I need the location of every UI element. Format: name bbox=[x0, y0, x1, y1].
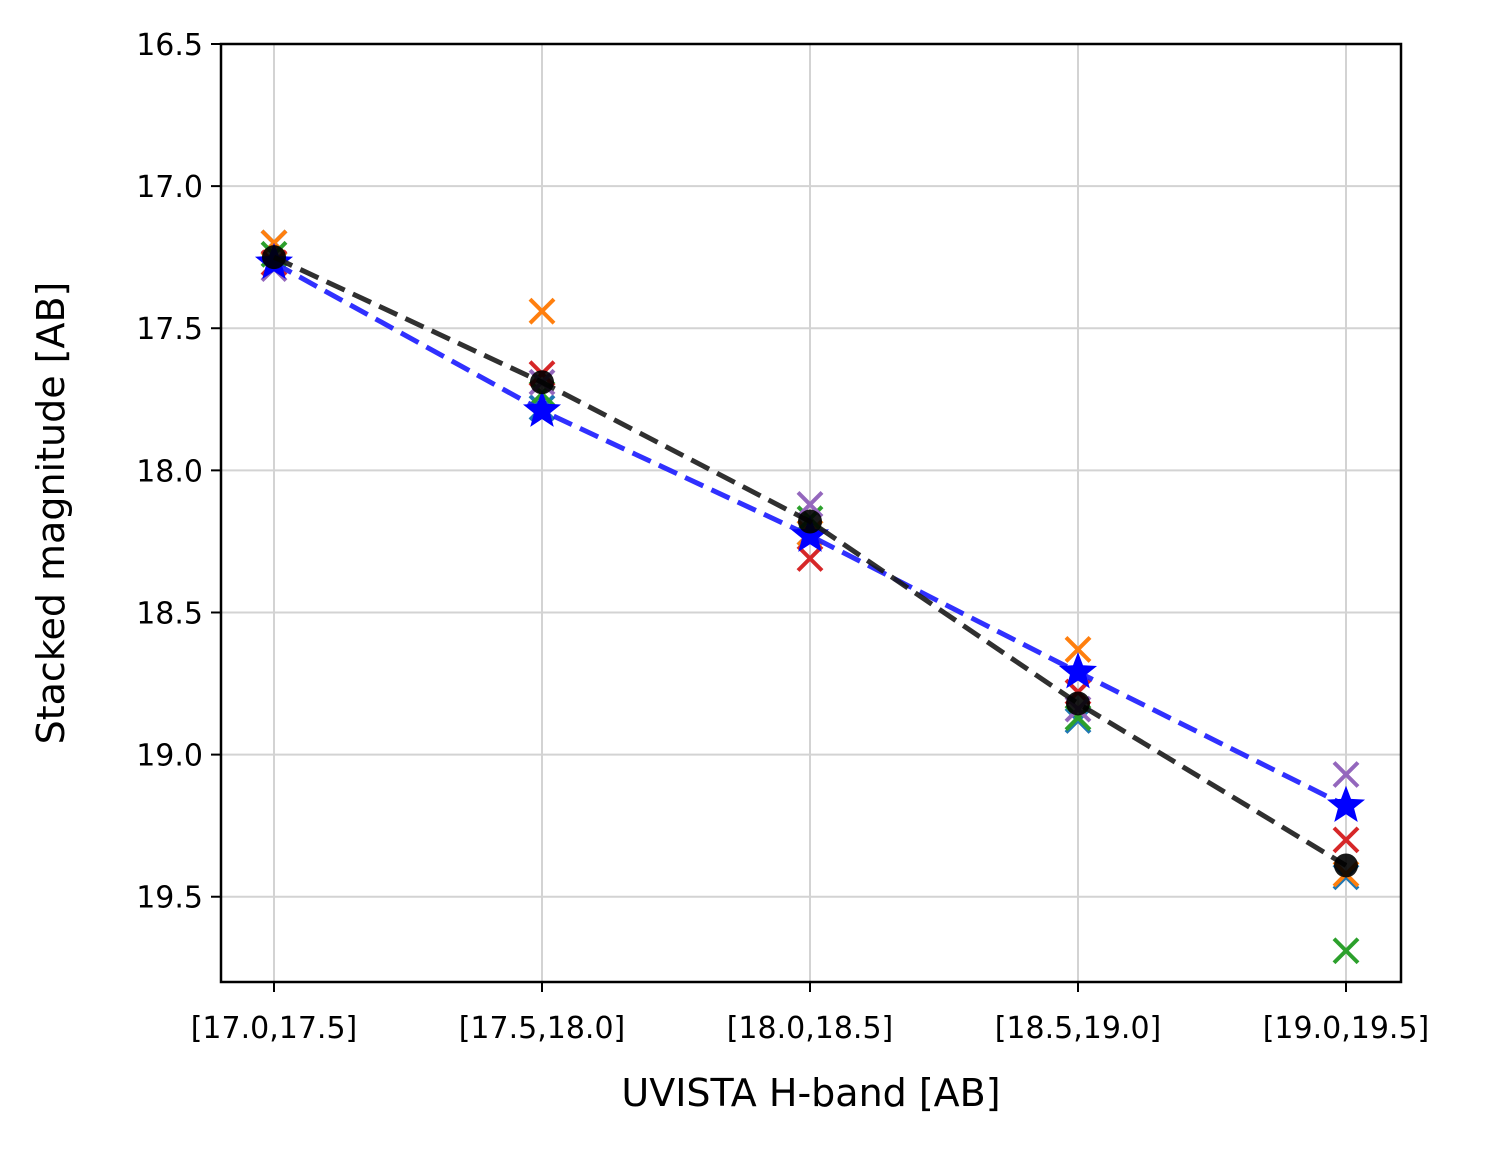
ticks: [17.0,17.5] [17.5,18.0] [18.0,18.5] [18.5,1… bbox=[136, 28, 1429, 1046]
circle-marker-point bbox=[262, 245, 286, 270]
y-tick-label: 17.0 bbox=[136, 170, 203, 205]
x-marker-point bbox=[796, 491, 824, 518]
series-layer bbox=[254, 229, 1366, 965]
star-marker-point bbox=[1326, 785, 1366, 822]
x-tick-label: [19.0,19.5] bbox=[1263, 1011, 1430, 1046]
y-tick-label: 19.0 bbox=[136, 739, 203, 774]
x-marker-point bbox=[1332, 826, 1360, 854]
x-marker-point bbox=[1332, 761, 1360, 788]
circle-marker-point bbox=[798, 509, 822, 534]
y-tick-label: 18.0 bbox=[136, 454, 203, 489]
star-marker-point bbox=[522, 390, 562, 427]
circle-marker-point bbox=[1334, 853, 1358, 878]
x-tick-label: [18.5,19.0] bbox=[995, 1011, 1162, 1046]
circle-marker-point bbox=[530, 370, 554, 395]
x-tick-label: [17.5,18.0] bbox=[459, 1011, 626, 1046]
x-marker-point bbox=[528, 297, 556, 325]
x-marker-point bbox=[796, 545, 824, 572]
x-tick-label: [18.0,18.5] bbox=[727, 1011, 894, 1046]
blue-dashed-line bbox=[272, 260, 1348, 809]
x-axis-title: UVISTA H-band [AB] bbox=[621, 1071, 1000, 1115]
x-marker-point bbox=[1332, 937, 1360, 965]
x-marker-point bbox=[1064, 707, 1092, 734]
y-axis-title: Stacked magnitude [AB] bbox=[29, 282, 73, 745]
y-tick-label: 19.5 bbox=[136, 881, 203, 916]
y-tick-label: 17.5 bbox=[136, 312, 203, 347]
x-marker-point bbox=[1064, 636, 1092, 663]
y-tick-label: 18.5 bbox=[136, 596, 203, 631]
star-marker-point bbox=[1058, 652, 1098, 689]
x-tick-label: [17.0,17.5] bbox=[191, 1011, 358, 1046]
y-tick-label: 16.5 bbox=[136, 28, 203, 63]
star-marker-point bbox=[790, 515, 830, 552]
circle-marker-point bbox=[1066, 691, 1090, 716]
